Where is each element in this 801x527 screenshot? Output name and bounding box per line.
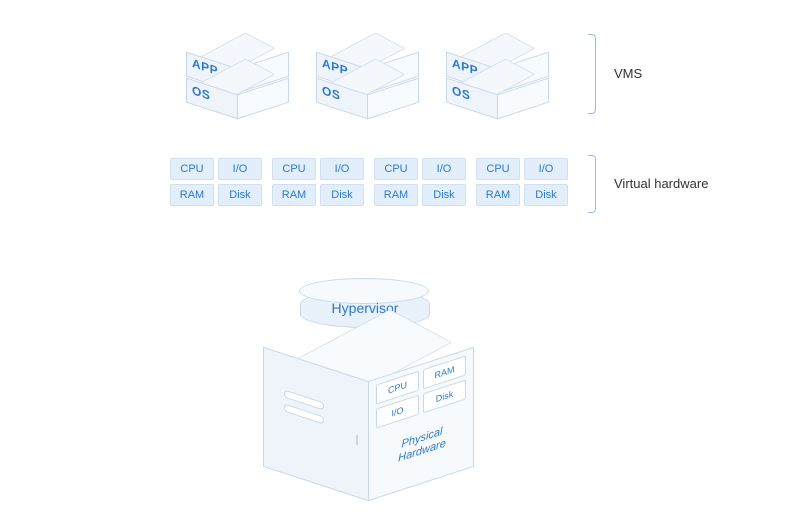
vh-ram: RAM	[476, 184, 520, 206]
vh-ram: RAM	[272, 184, 316, 206]
vh-io: I/O	[422, 158, 466, 180]
virtual-hardware-group: CPU I/O RAM Disk	[170, 158, 262, 210]
vh-disk: Disk	[218, 184, 262, 206]
vh-disk: Disk	[524, 184, 568, 206]
vh-disk: Disk	[320, 184, 364, 206]
vh-io: I/O	[320, 158, 364, 180]
vm-box: OS	[320, 72, 410, 138]
vm-box: OS	[190, 72, 280, 138]
vh-cpu: CPU	[374, 158, 418, 180]
vh-ram: RAM	[170, 184, 214, 206]
virtual-hardware-bracket	[588, 155, 596, 213]
vms-bracket	[588, 34, 596, 114]
physical-server: CPU RAM I/O Disk Physical Hardware	[278, 340, 458, 500]
vh-cpu: CPU	[272, 158, 316, 180]
vh-ram: RAM	[374, 184, 418, 206]
vm-box: OS	[450, 72, 540, 138]
virtual-hardware-group: CPU I/O RAM Disk	[374, 158, 466, 210]
virtual-hardware-group: CPU I/O RAM Disk	[272, 158, 364, 210]
server-handle	[356, 435, 358, 446]
hypervisor-label: Hypervisor	[300, 300, 430, 316]
virtual-hardware-group: CPU I/O RAM Disk	[476, 158, 568, 210]
vh-cpu: CPU	[170, 158, 214, 180]
virtualization-diagram: APP OS APP OS APP OS VMS CPU I/O RAM Dis…	[0, 0, 801, 527]
virtual-hardware-label: Virtual hardware	[614, 176, 708, 191]
vh-cpu: CPU	[476, 158, 520, 180]
vh-io: I/O	[524, 158, 568, 180]
vh-disk: Disk	[422, 184, 466, 206]
vh-io: I/O	[218, 158, 262, 180]
vms-label: VMS	[614, 66, 642, 81]
